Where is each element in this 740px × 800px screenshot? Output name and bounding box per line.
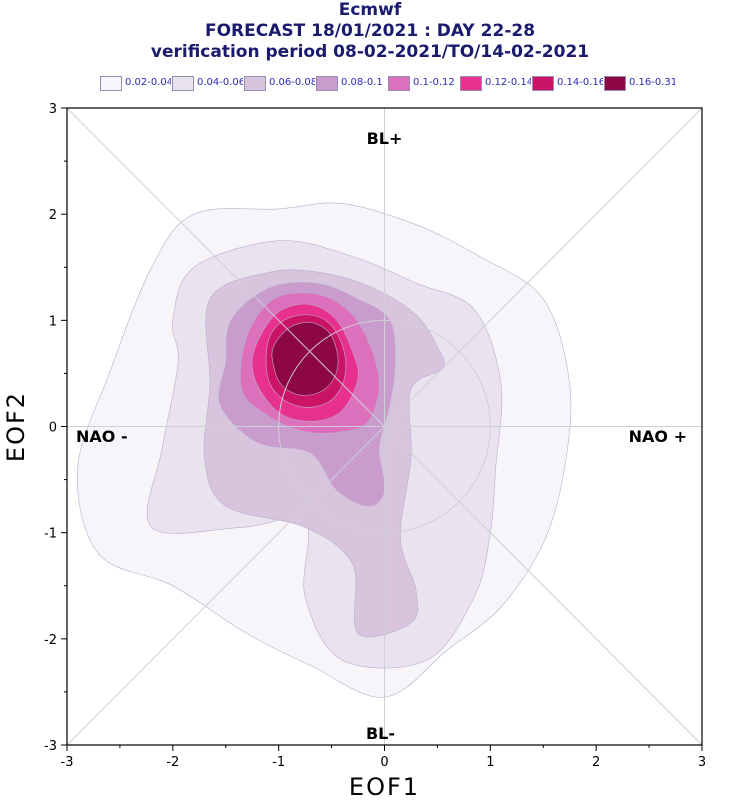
legend-swatch — [172, 76, 194, 91]
legend-swatch — [100, 76, 122, 91]
y-tick-label: 2 — [49, 208, 57, 223]
regime-label-nao-minus: NAO - — [76, 427, 128, 446]
regime-label-bl-minus: BL- — [366, 724, 395, 743]
legend-item: 0.16-0.31 — [604, 75, 676, 93]
y-tick-label: 3 — [49, 102, 57, 117]
chart-title-block: Ecmwf FORECAST 18/01/2021 : DAY 22-28 ve… — [0, 0, 740, 63]
y-tick-label: -2 — [44, 633, 57, 648]
reference-lines — [66, 107, 703, 746]
y-tick-label: 0 — [49, 421, 57, 436]
legend-swatch — [604, 76, 626, 91]
legend-label: 0.08-0.1 — [341, 77, 383, 88]
legend-label: 0.14-0.16 — [557, 77, 603, 88]
x-axis-title: EOF1 — [349, 773, 420, 800]
y-tick-label: -1 — [44, 527, 57, 542]
legend-item: 0.06-0.08 — [244, 75, 316, 93]
legend-label: 0.04-0.06 — [197, 77, 243, 88]
legend-label: 0.02-0.04 — [125, 77, 171, 88]
legend-item: 0.1-0.12 — [388, 75, 460, 93]
legend-swatch — [532, 76, 554, 91]
x-tick-label: 3 — [698, 755, 706, 770]
legend-label: 0.16-0.31 — [629, 77, 675, 88]
x-tick-label: -3 — [61, 755, 74, 770]
y-tick-label: -3 — [44, 739, 57, 754]
legend-swatch — [316, 76, 338, 91]
y-tick-label: 1 — [49, 314, 57, 329]
regime-label-bl-plus: BL+ — [367, 129, 403, 148]
x-tick-label: 0 — [380, 755, 388, 770]
unit-circle — [278, 319, 491, 534]
legend-swatch — [244, 76, 266, 91]
legend-item: 0.12-0.14 — [460, 75, 532, 93]
x-tick-label: -2 — [166, 755, 179, 770]
legend-item: 0.02-0.04 — [100, 75, 172, 93]
legend-item: 0.04-0.06 — [172, 75, 244, 93]
legend-item: 0.08-0.1 — [316, 75, 388, 93]
legend-label: 0.1-0.12 — [413, 77, 455, 88]
regime-label-nao-plus: NAO + — [629, 427, 687, 446]
legend-item: 0.14-0.16 — [532, 75, 604, 93]
legend-swatch — [460, 76, 482, 91]
axes: -3 -2 -1 0 1 2 3 -3 -2 -1 0 1 2 3 EOF1 EOF2 BL+ BL- NAO - N… — [2, 102, 706, 800]
x-tick-label: -1 — [272, 755, 285, 770]
forecast-title: FORECAST 18/01/2021 : DAY 22-28 — [204, 21, 536, 41]
x-tick-label: 1 — [486, 755, 494, 770]
legend-label: 0.06-0.08 — [269, 77, 315, 88]
verification-period-title: verification period 08-02-2021/TO/14-02-… — [150, 42, 590, 62]
legend-label: 0.12-0.14 — [485, 77, 531, 88]
legend-swatch — [388, 76, 410, 91]
model-title: Ecmwf — [338, 0, 402, 20]
y-axis-title: EOF2 — [2, 391, 30, 462]
x-tick-label: 2 — [592, 755, 600, 770]
